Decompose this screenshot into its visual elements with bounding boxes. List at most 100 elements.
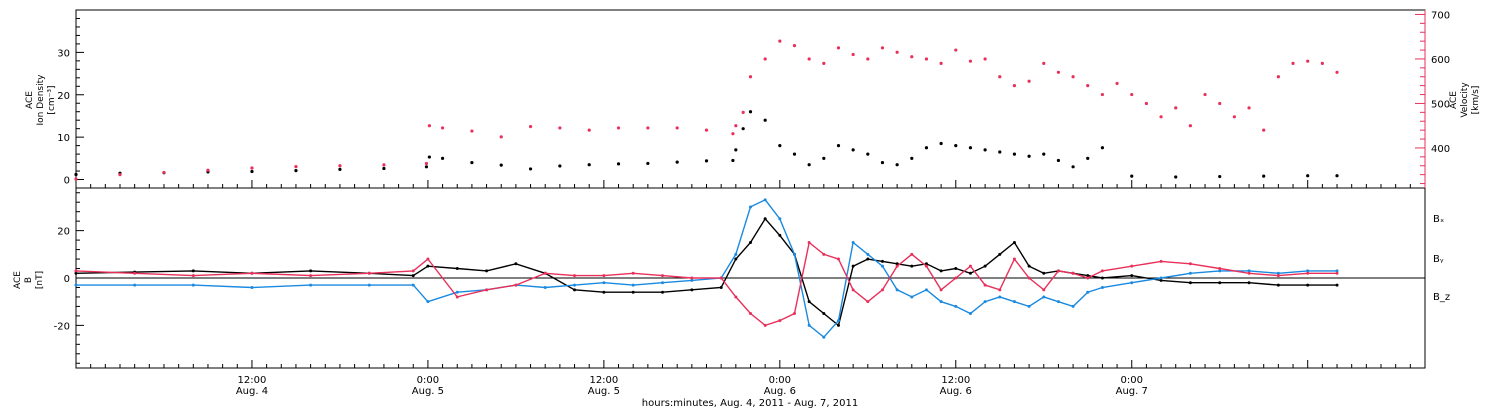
density-point (1100, 146, 1105, 150)
velocity-point (1042, 61, 1046, 65)
b-point (807, 323, 811, 327)
b-tick-label: -20 (54, 321, 70, 332)
density-axis-title: Ion Density (36, 74, 46, 126)
b-point (426, 264, 430, 268)
velocity-axis-title: ACE (1449, 91, 1459, 109)
b-point (250, 285, 254, 289)
density-point (338, 167, 342, 171)
b-point (1276, 271, 1280, 275)
b-point (514, 262, 518, 266)
b-point (734, 257, 738, 261)
b-point (734, 295, 738, 299)
x-tick-time: 0:00 (769, 375, 791, 386)
b-point (1086, 290, 1090, 294)
series-line-bx (75, 217, 1337, 327)
velocity-tick-label: 600 (1431, 55, 1450, 66)
b-point (1276, 274, 1280, 278)
b-point (866, 300, 870, 304)
b-point (661, 290, 665, 294)
b-point (1159, 259, 1163, 263)
b-point (455, 290, 459, 294)
b-point (1056, 300, 1060, 304)
x-tick-time: 12:00 (238, 375, 267, 386)
velocity-point (778, 39, 782, 43)
velocity-point (1306, 59, 1310, 63)
b-point (631, 290, 635, 294)
b-point (895, 262, 899, 266)
velocity-point (910, 55, 914, 59)
b-point (573, 274, 577, 278)
b-point (411, 269, 415, 273)
b-point (455, 267, 459, 271)
b-point (514, 283, 518, 287)
density-point (1262, 174, 1266, 178)
velocity-point (1174, 106, 1178, 110)
density-point (983, 148, 987, 152)
b-axis-title: ACE (13, 271, 23, 289)
velocity-point (851, 52, 855, 57)
b-point (1276, 283, 1280, 287)
b-point (1100, 276, 1104, 280)
b-point (661, 274, 665, 278)
velocity-point (731, 132, 735, 136)
velocity-point (1159, 115, 1163, 119)
density-point (470, 160, 474, 165)
b-point (836, 257, 840, 261)
b-point (895, 264, 899, 268)
density-point (427, 155, 431, 159)
b-axis-title: [nT] (35, 271, 45, 289)
b-point (910, 264, 914, 268)
velocity-point (866, 57, 870, 61)
b-point (1218, 269, 1222, 273)
density-point (704, 159, 709, 163)
b-point (719, 285, 723, 289)
density-point (1027, 154, 1031, 158)
b-point (719, 276, 723, 280)
density-point (866, 152, 870, 156)
velocity-point (1056, 70, 1061, 74)
b-point (191, 269, 195, 273)
velocity-point (250, 166, 254, 170)
velocity-point (206, 168, 210, 172)
b-point (1188, 281, 1192, 285)
b-point (880, 288, 884, 292)
b-point (74, 271, 78, 275)
b-point (690, 278, 694, 282)
density-axis-title: [cm⁻³] (47, 85, 57, 114)
b-point (74, 269, 78, 273)
density-point (1306, 174, 1310, 178)
velocity-point (924, 57, 929, 61)
velocity-point (528, 124, 533, 129)
b-point (309, 274, 313, 278)
density-point (895, 163, 899, 167)
velocity-point (1320, 61, 1324, 65)
b-point (602, 281, 606, 285)
b-point (1247, 269, 1251, 273)
b-point (1188, 271, 1192, 275)
b-point (1130, 274, 1134, 278)
velocity-point (741, 110, 745, 114)
b-point (411, 274, 415, 278)
velocity-point (1335, 70, 1339, 74)
b-point (1012, 257, 1016, 261)
b-point (1071, 304, 1075, 308)
b-point (74, 283, 78, 287)
b-point (426, 300, 430, 304)
density-point (646, 161, 650, 166)
b-point (1056, 269, 1060, 273)
velocity-point (1262, 128, 1266, 132)
velocity-point (998, 75, 1002, 79)
b-point (836, 323, 840, 327)
velocity-tick-label: 500 (1431, 99, 1450, 110)
b-point (924, 262, 928, 266)
density-point (939, 141, 943, 146)
b-point (1130, 281, 1134, 285)
velocity-point (939, 61, 943, 65)
b-point (954, 276, 958, 280)
velocity-point (792, 44, 797, 48)
velocity-point (1012, 84, 1017, 88)
density-point (734, 148, 738, 152)
b-point (822, 335, 826, 339)
velocity-point (1203, 92, 1207, 97)
density-point (587, 163, 591, 167)
